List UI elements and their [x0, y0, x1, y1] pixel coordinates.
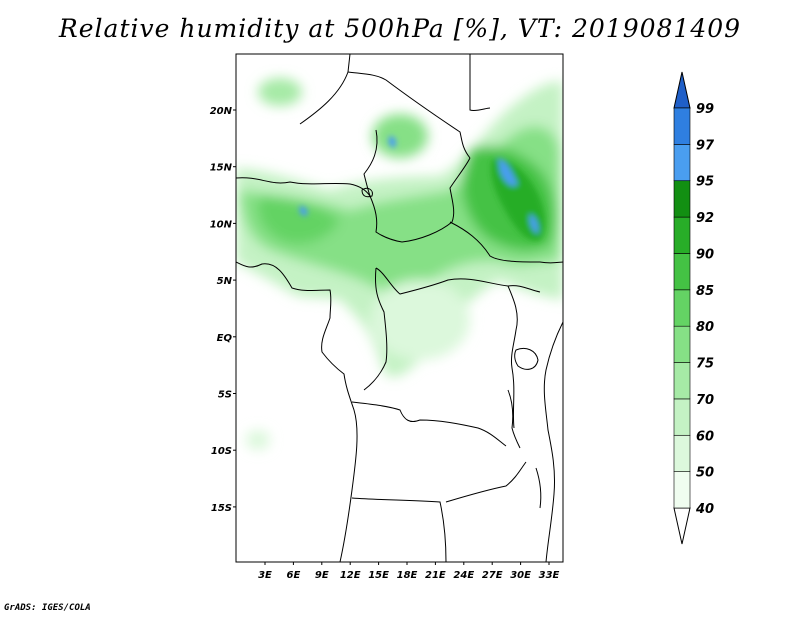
colorbar-segment-60-70	[673, 398, 691, 436]
border-libya-chad	[347, 71, 471, 159]
latitude-labels: 20N 15N 10N 5N EQ 5S 10S 15S	[210, 106, 236, 514]
colorbar-segment-97-99	[673, 107, 691, 145]
lat-label-eq: EQ	[217, 333, 233, 344]
colorbar-segment-90-92	[673, 216, 691, 254]
colorbar-label-75: 75	[696, 357, 714, 372]
colorbar-label-92: 92	[696, 211, 714, 226]
colorbar-label-60: 60	[696, 429, 714, 444]
map-title: Relative humidity at 500hPa [%], VT: 201…	[58, 14, 742, 43]
lon-label-27e: 27E	[482, 570, 503, 581]
colorbar-label-50: 50	[696, 466, 714, 481]
lat-label-20n: 20N	[210, 106, 233, 117]
colorbar-label-85: 85	[696, 284, 714, 299]
colorbar-labels: 40 50 60 70 75 80 85 90 92 95 97 99	[695, 102, 715, 517]
lat-label-5s: 5S	[218, 390, 232, 401]
humidity-high-core	[299, 136, 545, 241]
lat-label-10n: 10N	[210, 219, 233, 230]
colorbar-top-arrow	[673, 71, 691, 109]
colorbar-segment-75-80	[673, 325, 691, 363]
lat-label-10s: 10S	[211, 446, 232, 457]
longitude-labels: 3E 6E 9E 12E 15E 18E 21E 24E 27E 30E 33E	[258, 562, 560, 581]
colorbar-segment-70-75	[673, 362, 691, 400]
lake-victoria	[514, 347, 539, 370]
colorbar-label-99: 99	[696, 102, 714, 117]
lon-label-3e: 3E	[258, 570, 272, 581]
colorbar-segment-50-60	[673, 434, 691, 472]
lon-label-24e: 24E	[453, 570, 474, 581]
lon-label-15e: 15E	[368, 570, 389, 581]
humidity-patch-northwest	[258, 78, 302, 106]
map-frame	[235, 53, 564, 563]
border-niger-chad	[363, 129, 378, 197]
lake-malawi	[535, 467, 542, 509]
border-zambia	[445, 461, 527, 503]
border-egypt-sudan	[469, 54, 491, 112]
colorbar-label-90: 90	[696, 247, 714, 262]
colorbar-label-80: 80	[696, 320, 714, 335]
lat-label-5n: 5N	[217, 276, 233, 287]
colorbar	[673, 71, 691, 545]
lon-label-30e: 30E	[510, 570, 531, 581]
lon-label-12e: 12E	[340, 570, 361, 581]
border-car-drc	[375, 267, 541, 295]
colorbar-segment-92-95	[673, 180, 691, 218]
humidity-patch-southwest	[246, 430, 270, 450]
border-angola-south	[351, 497, 447, 562]
border-libya-niger	[299, 54, 351, 125]
lon-label-33e: 33E	[539, 570, 560, 581]
colorbar-label-40: 40	[695, 502, 714, 517]
humidity-patch-north	[372, 114, 428, 158]
lon-label-18e: 18E	[397, 570, 418, 581]
map-plot-area	[236, 54, 563, 562]
lon-label-21e: 21E	[425, 570, 446, 581]
colorbar-segment-85-90	[673, 253, 691, 291]
humidity-patch-south-central	[370, 280, 470, 360]
lon-label-9e: 9E	[315, 570, 329, 581]
coastline-east	[543, 321, 563, 562]
colorbar-segment-95-97	[673, 144, 691, 182]
humidity-band-west	[258, 196, 340, 244]
colorbar-segment-80-85	[673, 289, 691, 327]
border-chad-east	[401, 157, 471, 243]
grads-credit: GrADS: IGES/COLA	[4, 603, 91, 613]
border-sahel-north	[236, 177, 371, 197]
humidity-shading	[236, 78, 563, 450]
border-chad-west	[369, 195, 403, 243]
lake-tanganyika	[507, 389, 521, 449]
colorbar-label-95: 95	[696, 175, 714, 190]
lat-label-15n: 15N	[210, 163, 233, 174]
colorbar-segment-40-50	[673, 471, 691, 509]
country-borders	[236, 54, 563, 562]
border-angola-north	[351, 401, 507, 447]
lon-label-6e: 6E	[287, 570, 301, 581]
border-congo	[363, 267, 388, 391]
lake-chad	[361, 187, 373, 198]
coastline-west	[236, 261, 358, 562]
colorbar-bottom-arrow	[673, 507, 691, 545]
border-sudan-south	[449, 221, 563, 264]
colorbar-label-97: 97	[696, 138, 715, 153]
lat-label-15s: 15S	[211, 503, 232, 514]
colorbar-label-70: 70	[696, 393, 714, 408]
border-drc-east	[507, 285, 518, 429]
